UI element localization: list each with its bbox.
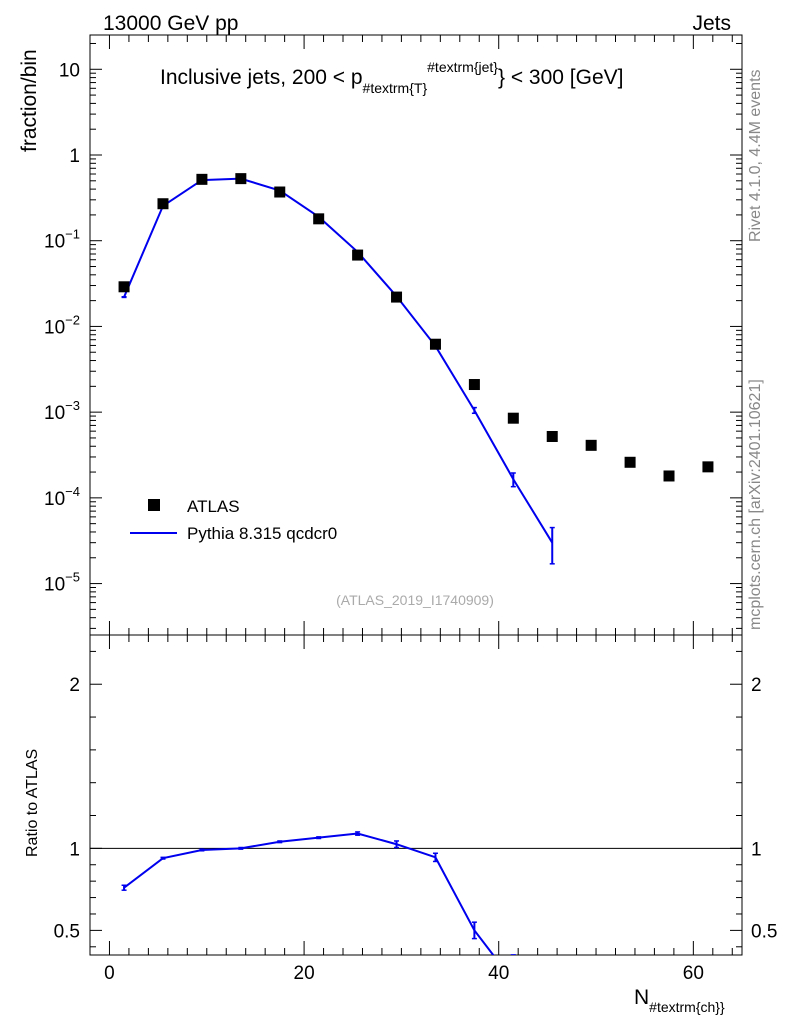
y-tick-label: 10 <box>59 60 80 81</box>
ratio-y-tick-label-right: 1 <box>751 839 762 860</box>
atlas-point <box>391 291 403 303</box>
x-tick-labels: 0 20 40 60 <box>104 963 704 984</box>
y-tick-label: 10−4 <box>44 484 80 510</box>
y-tick-label: 10−1 <box>44 227 80 253</box>
atlas-point <box>507 412 519 424</box>
ratio-panel: 0.5 0.5 1 1 2 2 Ratio to ATLAS <box>24 634 777 956</box>
ratio-y-tick-label-left: 2 <box>69 675 80 696</box>
atlas-point <box>429 338 441 350</box>
main-frame <box>89 34 743 636</box>
y-tick-label: 10−2 <box>44 312 80 338</box>
legend-label-atlas: ATLAS <box>187 497 240 516</box>
ratio-y-tick-label-left: 1 <box>69 839 80 860</box>
ratio-y-label: Ratio to ATLAS <box>24 749 41 857</box>
legend-marker-atlas <box>148 499 160 511</box>
x-tick-label: 40 <box>488 963 509 984</box>
ratio-y-ticks: 0.5 0.5 1 1 2 2 <box>54 650 777 948</box>
ratio-y-tick-label-left: 0.5 <box>54 921 80 942</box>
y-tick-label: 10−5 <box>44 570 80 596</box>
ratio-frame <box>89 634 743 956</box>
ratio-line <box>123 832 495 955</box>
title-sub: #textrm{T} <box>363 80 428 96</box>
main-y-ticks: 10 1 10−1 10−2 10−3 10−4 10−5 <box>44 42 742 629</box>
ratio-series <box>121 831 516 955</box>
main-panel: 10 1 10−1 10−2 10−3 10−4 10−5 Inclusive jets, … <box>18 34 743 636</box>
x-label-close: } <box>720 999 725 1015</box>
main-x-ticks <box>108 35 733 635</box>
atlas-point <box>702 461 714 473</box>
energy-label: 13000 GeV pp <box>103 12 238 35</box>
main-series <box>118 173 714 565</box>
atlas-point <box>118 281 130 293</box>
analysis-id: (ATLAS_2019_I1740909) <box>336 592 494 608</box>
x-tick-label: 20 <box>294 963 315 984</box>
process-label: Jets <box>692 12 731 35</box>
atlas-point <box>663 470 675 482</box>
atlas-point <box>274 186 286 198</box>
y-tick-label: 1 <box>69 146 80 167</box>
legend: ATLAS Pythia 8.315 qcdcr0 <box>130 497 337 543</box>
legend-label-pythia: Pythia 8.315 qcdcr0 <box>187 524 337 543</box>
title-before: Inclusive jets, 200 < p <box>160 66 363 89</box>
ratio-x-ticks <box>108 635 733 955</box>
chart-title: Inclusive jets, 200 < p#textrm{T} #textrm… <box>160 59 623 96</box>
x-tick-label: 60 <box>683 963 704 984</box>
atlas-point <box>235 173 247 185</box>
main-y-label: fraction/bin <box>18 49 41 152</box>
atlas-point <box>313 213 325 225</box>
title-sup: #textrm{jet} <box>427 59 498 75</box>
atlas-point <box>157 198 169 210</box>
source-label: mcplots.cern.ch [arXiv:2401.10621] <box>747 379 764 630</box>
x-label-main: N <box>634 986 649 1009</box>
atlas-point <box>352 249 364 261</box>
x-label-sub: #textrm{ch} <box>649 999 720 1015</box>
atlas-point <box>196 173 208 185</box>
atlas-point <box>585 439 597 451</box>
x-tick-label: 0 <box>104 963 115 984</box>
ratio-series-clip <box>121 831 516 955</box>
title-after: } < 300 [GeV] <box>498 66 624 89</box>
atlas-point <box>624 456 636 468</box>
atlas-point <box>468 379 480 391</box>
x-axis-label: N#textrm{ch}} <box>634 986 725 1015</box>
ratio-y-tick-label-right: 2 <box>751 675 762 696</box>
atlas-point <box>546 430 558 442</box>
rivet-label: Rivet 4.1.0, 4.4M events <box>747 69 764 242</box>
ratio-y-tick-label-right: 0.5 <box>751 921 777 942</box>
y-tick-label: 10−3 <box>44 398 80 424</box>
pythia-line <box>123 177 554 544</box>
